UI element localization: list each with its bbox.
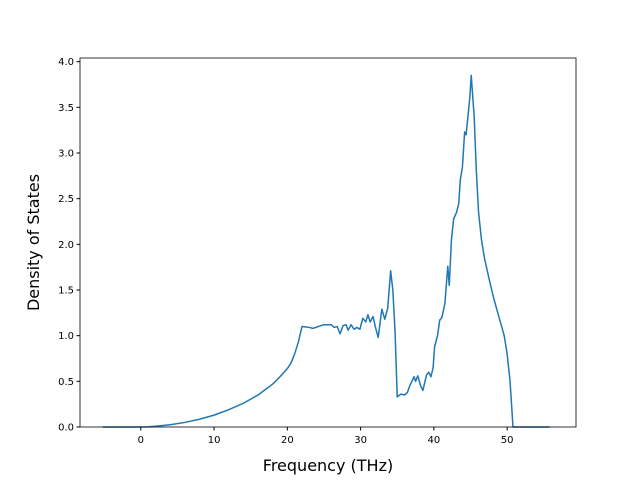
x-tick-label: 30 (354, 435, 367, 446)
y-tick-label: 3.0 (58, 148, 74, 159)
y-tick-label: 2.0 (58, 240, 74, 251)
line-series (102, 74, 550, 428)
y-tick-label: 0.0 (58, 423, 74, 434)
x-tick-label: 20 (281, 435, 294, 446)
x-tick-label: 40 (427, 435, 440, 446)
y-tick-label: 3.5 (58, 103, 74, 114)
plot-frame (79, 57, 577, 428)
y-tick-label: 2.5 (58, 194, 74, 205)
x-tick-label: 0 (138, 435, 144, 446)
x-axis-label: Frequency (THz) (263, 456, 393, 475)
y-tick-label: 4.0 (58, 57, 74, 68)
y-tick-label: 1.0 (58, 331, 74, 342)
y-axis-label: Density of States (24, 174, 43, 311)
x-tick-label: 10 (208, 435, 221, 446)
y-tick-label: 1.5 (58, 285, 74, 296)
x-tick-label: 50 (501, 435, 514, 446)
y-tick-label: 0.5 (58, 377, 74, 388)
